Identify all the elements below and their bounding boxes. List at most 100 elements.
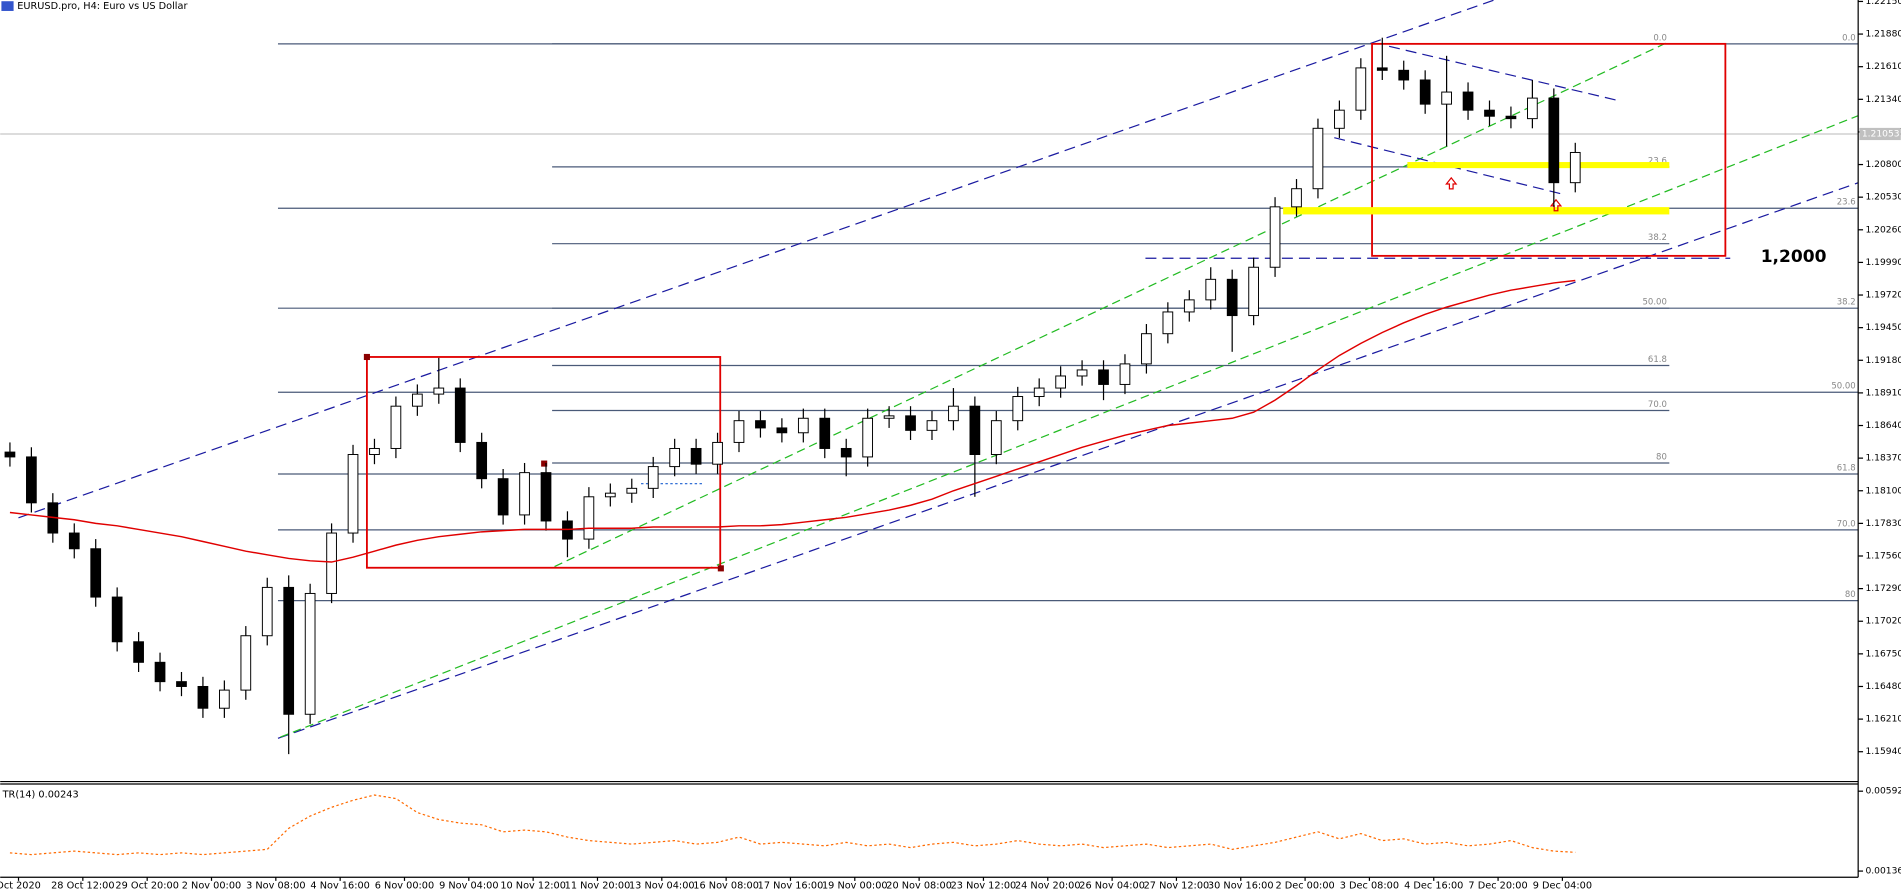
fib-label: 0.0	[1653, 33, 1667, 43]
candle-body	[4, 451, 16, 458]
candle-body	[261, 586, 273, 637]
fib-label: 50.00	[1642, 298, 1666, 308]
candle-body	[1162, 311, 1174, 335]
candle-body	[1055, 375, 1066, 389]
x-tick-label: 17 Nov 16:00	[758, 881, 824, 890]
candle-body	[1527, 97, 1538, 120]
y-tick-label: 1.21340	[1865, 95, 1901, 105]
current-price-box	[1859, 127, 1901, 141]
x-tick-label: 24 Nov 20:00	[1015, 881, 1081, 890]
y-tick-label: 1.18100	[1865, 486, 1901, 496]
zone	[1407, 162, 1670, 169]
x-tick-label: 6 Nov 00:00	[375, 881, 434, 890]
candle-body	[583, 496, 595, 540]
y-tick-label: 1.15940	[1865, 747, 1901, 757]
candle-body	[433, 387, 445, 395]
x-tick-label: 10 Nov 12:00	[500, 881, 566, 890]
y-tick-label: 1.17290	[1865, 584, 1901, 594]
candle-body	[1505, 115, 1517, 120]
moving-average	[9, 279, 1576, 563]
x-tick-label: 23 Nov 12:00	[951, 881, 1017, 890]
candle-body	[776, 427, 788, 434]
candle-body	[1484, 109, 1495, 117]
candle-body	[1098, 369, 1109, 385]
y-tick-label: 1.16210	[1865, 715, 1901, 725]
candle-body	[1141, 333, 1152, 365]
y-tick-label: 1.20800	[1865, 160, 1901, 170]
candle-body	[797, 417, 809, 434]
candle-body	[647, 466, 659, 489]
y-tick-label: 1.17020	[1865, 617, 1901, 627]
candle-body	[347, 454, 359, 534]
candle-body	[1205, 278, 1217, 301]
y-tick-label: 1.22150	[1865, 0, 1901, 7]
y-tick-label: 1.16750	[1865, 649, 1901, 659]
candle-body	[454, 387, 466, 443]
candle-body	[1441, 91, 1452, 105]
candle-body	[519, 472, 530, 516]
candle-body	[219, 689, 230, 709]
arrow	[1549, 198, 1563, 212]
candle-body	[1119, 363, 1131, 385]
candle-body	[283, 586, 295, 715]
fib-label: 23.6	[1648, 156, 1667, 166]
x-tick-label: 2 Dec 00:00	[1275, 881, 1334, 890]
fib-label: 61.8	[1648, 355, 1667, 365]
candle-body	[304, 592, 316, 715]
channel-line	[554, 42, 1668, 568]
box-handle	[541, 460, 548, 467]
x-tick-label: 7 Dec 20:00	[1468, 881, 1527, 890]
candle-body	[712, 441, 723, 465]
x-tick-label: 2 Nov 00:00	[182, 881, 241, 890]
candle-body	[669, 447, 681, 468]
x-tick-label: 9 Dec 04:00	[1533, 881, 1592, 890]
candle-body	[819, 417, 831, 449]
candle-body	[733, 420, 745, 443]
x-tick-label: 16 Nov 08:00	[693, 881, 759, 890]
candle-body	[476, 441, 488, 480]
candle-body	[926, 420, 938, 431]
y-tick-label: 1.19450	[1865, 323, 1901, 333]
x-tick-label: 29 Oct 20:00	[115, 881, 178, 890]
x-tick-label: 4 Dec 16:00	[1404, 881, 1463, 890]
y-tick-label: 1.19180	[1865, 356, 1901, 366]
x-tick-label: 3 Dec 08:00	[1340, 881, 1399, 890]
fib-label: 70.0	[1648, 400, 1667, 410]
x-tick-label: 28 Oct 12:00	[51, 881, 114, 890]
fib-label: 23.6	[1837, 198, 1856, 208]
candle-body	[111, 596, 123, 643]
x-tick-label: 30 Nov 16:00	[1208, 881, 1274, 890]
x-tick-label: 26 Nov 04:00	[1079, 881, 1145, 890]
candle-body	[1312, 127, 1324, 190]
candle-body	[540, 472, 552, 522]
candle-body	[905, 415, 916, 431]
y-tick-label: 1.19990	[1865, 258, 1901, 268]
y-tick-label: 1.18910	[1865, 388, 1901, 398]
candle-body	[1269, 206, 1281, 268]
fib-label: 61.8	[1837, 463, 1856, 473]
wedge-line	[1388, 45, 1621, 102]
y-tick-label: 1.18640	[1865, 421, 1901, 431]
x-tick-label: 9 Nov 04:00	[439, 881, 498, 890]
candles	[4, 37, 1581, 755]
x-tick-label: 4 Nov 16:00	[310, 881, 369, 890]
candle-body	[154, 661, 166, 683]
candle-body	[197, 685, 209, 709]
y-tick-label: 1.17560	[1865, 551, 1901, 561]
y-tick-label: 1.16480	[1865, 682, 1901, 692]
candle-body	[390, 405, 402, 449]
candle-body	[90, 548, 102, 598]
candle-body	[990, 420, 1002, 455]
candle-body	[690, 447, 702, 465]
y-tick-label: 1.18370	[1865, 454, 1901, 464]
x-tick-label: 19 Nov 00:00	[822, 881, 888, 890]
indicator-y-tick-label: 0.00592	[1865, 787, 1901, 797]
box-handle	[717, 565, 724, 572]
flag-icon	[1, 1, 14, 11]
y-tick-label: 1.21880	[1865, 30, 1901, 40]
channel-line	[277, 182, 1859, 739]
candle-body	[1569, 151, 1581, 184]
